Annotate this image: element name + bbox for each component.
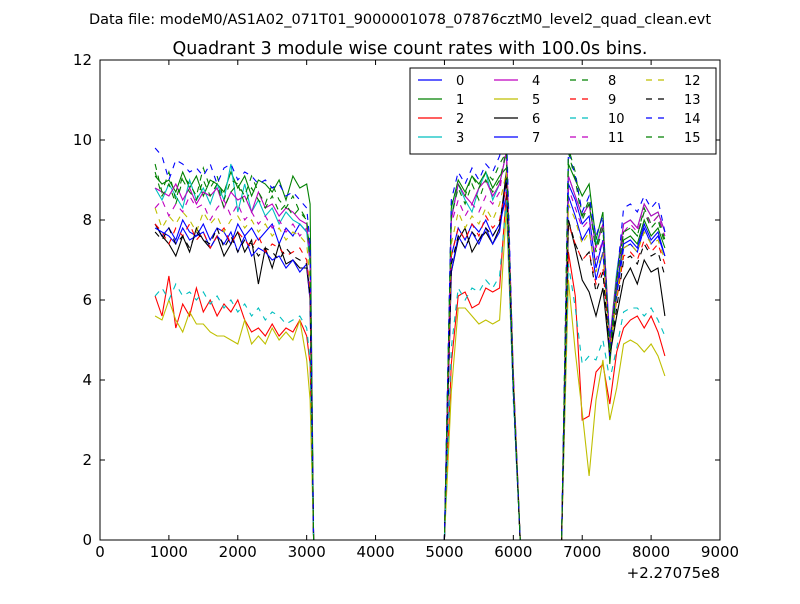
x-axis-offset-label: +2.27075e8 bbox=[627, 564, 720, 582]
legend-label-15: 15 bbox=[684, 131, 701, 146]
plot-area: 0 1000 2000 3000 4000 5000 6000 7000 8000 9000 0 2 4… bbox=[73, 51, 739, 561]
y-tick-label: 12 bbox=[73, 51, 92, 69]
y-tick-label: 4 bbox=[82, 371, 92, 389]
x-tick-label: 1000 bbox=[150, 543, 188, 561]
series-line-15 bbox=[154, 151, 666, 541]
x-tick-label: 4000 bbox=[356, 543, 394, 561]
x-tick-label: 2000 bbox=[219, 543, 257, 561]
legend-label-1: 1 bbox=[456, 93, 464, 108]
legend-label-6: 6 bbox=[532, 112, 540, 127]
legend-label-10: 10 bbox=[608, 112, 625, 127]
x-tick-label: 0 bbox=[95, 543, 105, 561]
series-line-3 bbox=[154, 151, 666, 541]
legend-label-12: 12 bbox=[684, 74, 701, 89]
chart-suptitle: Data file: modeM0/AS1A02_071T01_90000010… bbox=[89, 12, 711, 28]
legend-label-5: 5 bbox=[532, 93, 540, 108]
legend-label-8: 8 bbox=[608, 74, 616, 89]
legend-label-9: 9 bbox=[608, 93, 616, 108]
legend-label-3: 3 bbox=[456, 131, 464, 146]
legend-label-11: 11 bbox=[608, 131, 625, 146]
y-tick-label: 10 bbox=[73, 131, 92, 149]
series-line-4 bbox=[154, 151, 666, 541]
y-tick-label: 2 bbox=[82, 451, 92, 469]
series-line-7 bbox=[154, 179, 666, 541]
series-line-10 bbox=[154, 199, 666, 541]
legend-label-7: 7 bbox=[532, 131, 540, 146]
y-tick-label: 0 bbox=[82, 531, 92, 549]
chart-title: Quadrant 3 module wise count rates with … bbox=[173, 39, 648, 59]
legend-label-2: 2 bbox=[456, 112, 464, 127]
y-tick-label: 6 bbox=[82, 291, 92, 309]
series-line-1 bbox=[154, 163, 666, 541]
series-line-5 bbox=[154, 207, 666, 541]
legend-frame bbox=[409, 67, 717, 155]
x-tick-label: 7000 bbox=[563, 543, 601, 561]
legend-label-13: 13 bbox=[684, 93, 701, 108]
series-line-11 bbox=[154, 143, 666, 541]
x-tick-label: 9000 bbox=[701, 543, 739, 561]
legend-label-14: 14 bbox=[684, 112, 701, 127]
legend-label-4: 4 bbox=[532, 74, 540, 89]
legend-label-0: 0 bbox=[456, 74, 464, 89]
series-line-0 bbox=[154, 195, 666, 541]
y-tick-label: 8 bbox=[82, 211, 92, 229]
series-line-2 bbox=[154, 191, 666, 541]
x-tick-label: 8000 bbox=[632, 543, 670, 561]
x-tick-label: 6000 bbox=[494, 543, 532, 561]
series-line-14 bbox=[154, 127, 666, 541]
x-tick-label: 5000 bbox=[425, 543, 463, 561]
x-tick-label: 3000 bbox=[288, 543, 326, 561]
